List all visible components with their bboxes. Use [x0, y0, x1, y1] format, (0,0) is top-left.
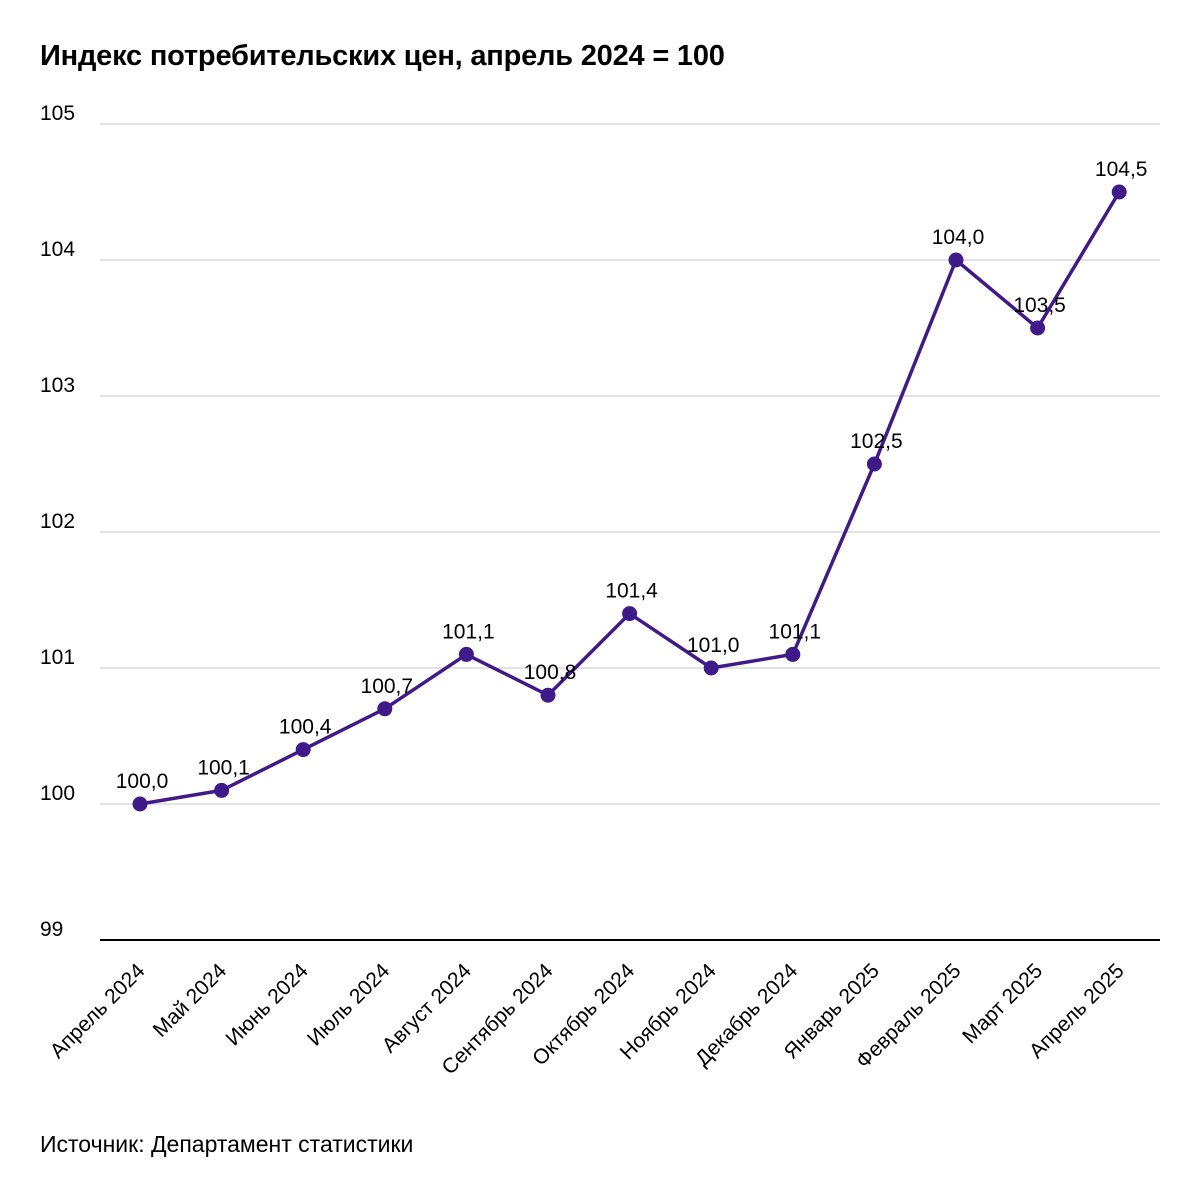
data-point: [295, 742, 311, 758]
data-label: 101,4: [605, 580, 658, 603]
gridlines: [100, 123, 1160, 805]
y-tick-label: 99: [40, 918, 63, 941]
x-tick-label: Июнь 2024: [222, 959, 313, 1050]
data-label: 101,1: [442, 620, 495, 643]
data-label: 101,1: [769, 620, 822, 643]
y-tick-label: 101: [40, 646, 75, 669]
data-label: 100,4: [279, 716, 332, 739]
data-points: [132, 184, 1127, 812]
data-point: [1030, 320, 1046, 336]
series-line: [138, 190, 1121, 806]
y-tick-label: 105: [40, 102, 75, 125]
y-tick-label: 104: [40, 238, 75, 261]
data-point: [785, 646, 801, 662]
x-tick-label: Март 2025: [958, 959, 1047, 1048]
x-tick-label: Май 2024: [149, 959, 232, 1042]
data-point: [458, 646, 474, 662]
source-note: Источник: Департамент статистики: [40, 1131, 414, 1157]
data-label: 100,0: [116, 770, 169, 793]
data-label: 104,0: [932, 226, 985, 249]
data-point: [1111, 184, 1127, 200]
data-label: 104,5: [1095, 158, 1148, 181]
data-label: 100,1: [197, 756, 250, 779]
data-point: [214, 782, 230, 798]
y-tick-label: 102: [40, 510, 75, 533]
y-tick-label: 103: [40, 374, 75, 397]
data-label: 102,5: [850, 430, 903, 453]
data-label: 101,0: [687, 634, 740, 657]
x-tick-label: Апрель 2024: [46, 959, 150, 1063]
y-tick-label: 100: [40, 782, 75, 805]
series-line-layer: [138, 190, 1121, 806]
data-point: [948, 252, 964, 268]
data-point: [866, 456, 882, 472]
data-point: [622, 606, 638, 622]
y-axis-tick-labels: 99 100 101 102 103 104 105: [40, 102, 75, 941]
data-label: 100,8: [524, 661, 577, 684]
data-label: 103,5: [1013, 294, 1066, 317]
data-point: [703, 660, 719, 676]
chart-title: Индекс потребительских цен, апрель 2024 …: [40, 40, 725, 72]
data-point: [377, 701, 393, 717]
data-labels: 100,0 100,1 100,4 100,7 101,1 100,8 101,4 101,0…: [116, 158, 1148, 793]
data-point: [132, 796, 148, 812]
data-point: [540, 687, 556, 703]
data-label: 100,7: [361, 675, 414, 698]
